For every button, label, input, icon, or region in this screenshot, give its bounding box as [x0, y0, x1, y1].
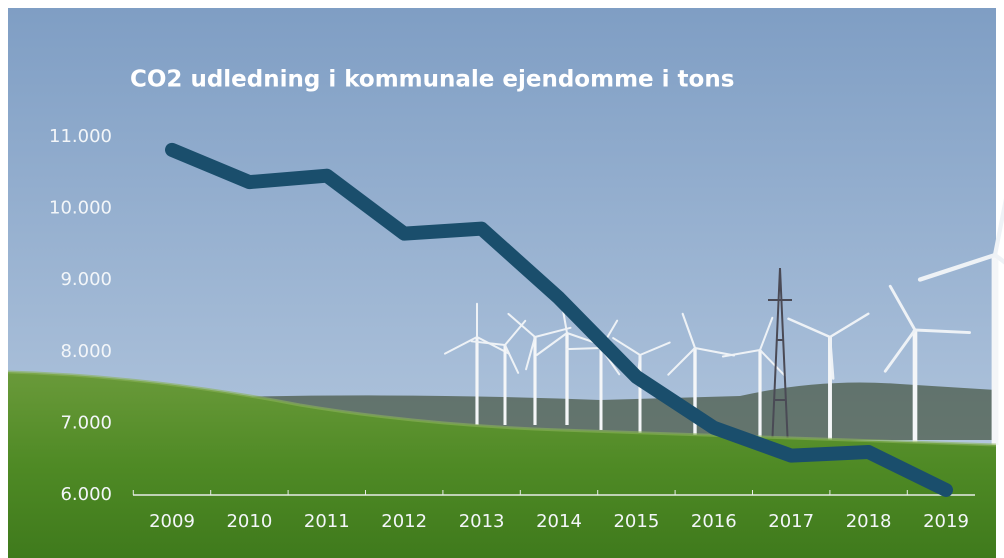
x-tick-label: 2009: [149, 511, 195, 532]
turbine-blade: [995, 184, 1004, 255]
x-tick-label: 2017: [768, 511, 814, 532]
y-tick-label: 6.000: [60, 484, 112, 505]
chart: CO2 udledning i kommunale ejendomme i to…: [0, 0, 1004, 558]
y-tick-label: 8.000: [60, 341, 112, 362]
page: {"chart_data": {"type": "line", "title":…: [0, 0, 1004, 558]
y-tick-label: 11.000: [49, 126, 112, 147]
x-tick-label: 2014: [536, 511, 582, 532]
y-tick-label: 7.000: [60, 412, 112, 433]
y-tick-label: 10.000: [49, 198, 112, 219]
x-tick-label: 2016: [691, 511, 737, 532]
x-tick-label: 2011: [304, 511, 350, 532]
x-tick-label: 2018: [846, 511, 892, 532]
chart-title: CO2 udledning i kommunale ejendomme i to…: [130, 67, 734, 93]
x-tick-label: 2019: [923, 511, 969, 532]
x-tick-label: 2015: [613, 511, 659, 532]
x-tick-label: 2013: [459, 511, 505, 532]
x-tick-label: 2012: [381, 511, 427, 532]
turbine-blade: [567, 348, 601, 349]
y-tick-label: 9.000: [60, 269, 112, 290]
x-tick-label: 2010: [226, 511, 272, 532]
